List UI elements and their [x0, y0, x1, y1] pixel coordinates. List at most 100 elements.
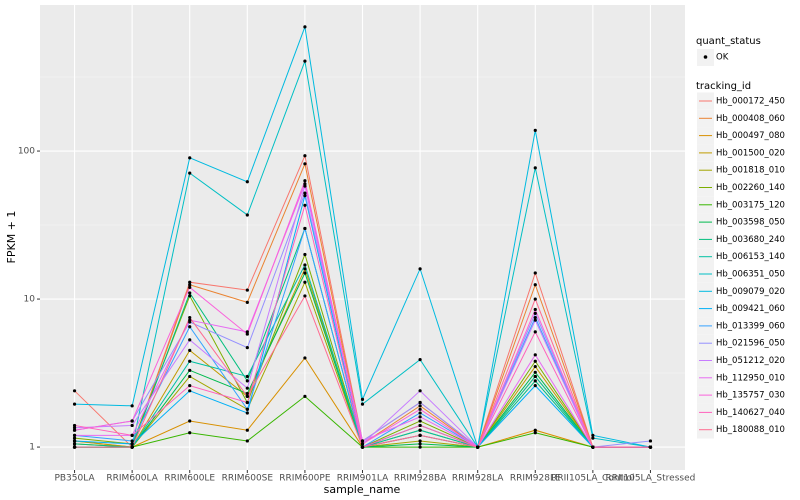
data-point [533, 370, 537, 374]
x-tick-label: RRIM600LA [106, 474, 158, 484]
data-point [533, 315, 537, 320]
data-point [188, 359, 192, 363]
data-point [188, 318, 192, 322]
data-point [533, 297, 537, 301]
data-point [360, 439, 365, 443]
data-point [72, 402, 77, 406]
data-point [418, 445, 422, 449]
data-point [303, 252, 307, 257]
data-point [245, 391, 249, 396]
data-point [245, 407, 249, 411]
data-point [303, 203, 307, 207]
legend-label: Hb_021596_050 [716, 339, 785, 349]
data-point [418, 357, 422, 362]
data-point [533, 307, 537, 312]
data-point [245, 386, 249, 390]
data-point [245, 400, 249, 405]
axes: 1 10 100 PB350LA RRIM600LA RRIM600LE RRIM600SE… [18, 147, 696, 484]
data-point [533, 128, 537, 132]
x-tick-label: RRIM600PE [279, 474, 331, 484]
y-tick-label: 1 [29, 443, 35, 453]
legend-label: Hb_002260_140 [716, 183, 785, 193]
legend: OK Hb_000172_450 Hb_000408_060 Hb_000497_08… [697, 49, 785, 439]
data-point [533, 384, 537, 388]
data-point [418, 428, 422, 432]
data-point [303, 162, 307, 166]
legend-label: Hb_000172_450 [716, 97, 785, 107]
data-point [360, 402, 365, 406]
data-point [188, 431, 192, 435]
data-point [418, 407, 422, 411]
data-point [245, 332, 249, 336]
data-point [72, 426, 77, 430]
data-point [591, 436, 595, 440]
x-tick-label: RRIM600LE [164, 474, 215, 484]
data-point [130, 442, 134, 446]
legend-label: Hb_051212_020 [716, 356, 785, 366]
data-point [188, 384, 192, 388]
x-tick-label: RRII105LA_Control [551, 474, 634, 484]
data-point [533, 379, 537, 383]
data-point [303, 263, 307, 267]
data-point [303, 394, 307, 398]
data-point [533, 283, 537, 287]
data-point [303, 179, 307, 183]
x-tick-label: RRIM928LE [510, 474, 561, 484]
data-point [72, 436, 77, 440]
data-point [303, 267, 307, 271]
x-tick-label: RRIM928LA [452, 474, 504, 484]
data-point [591, 445, 595, 449]
legend-label: OK [716, 53, 729, 63]
data-point [245, 439, 249, 443]
data-point [72, 428, 77, 432]
data-point [188, 348, 192, 352]
data-point [303, 182, 307, 186]
x-axis-title: sample_name [324, 483, 401, 496]
data-point [533, 318, 537, 322]
y-tick-label: 100 [18, 147, 35, 157]
data-point [418, 415, 422, 419]
data-point [648, 445, 653, 449]
x-tick-label: RRIM928BA [394, 474, 447, 484]
legend-label: Hb_135757_030 [716, 391, 785, 401]
points [72, 25, 653, 449]
data-point [303, 59, 307, 63]
data-point [533, 311, 537, 316]
legend-label: Hb_180088_010 [716, 425, 785, 435]
data-point [72, 439, 77, 443]
data-point [245, 288, 249, 292]
data-point [130, 404, 134, 408]
data-point [418, 439, 422, 443]
x-tick-label: RRIM600SE [222, 474, 274, 484]
legend-label: Hb_009421_060 [716, 304, 785, 314]
data-point [533, 374, 537, 379]
data-point [533, 166, 537, 170]
x-tick-label: RRIM901LA [337, 474, 389, 484]
data-point [188, 315, 192, 320]
data-point [648, 439, 653, 443]
data-point [533, 364, 537, 369]
data-point [72, 389, 77, 393]
data-point [303, 280, 307, 284]
x-tick-label: RRII105LA_Stressed [606, 474, 696, 484]
data-point [72, 433, 77, 437]
legend-label: Hb_003175_120 [716, 200, 785, 210]
legend-label: Hb_001500_020 [716, 148, 785, 158]
data-point [130, 439, 134, 443]
data-point [188, 171, 192, 175]
data-point [188, 280, 192, 284]
data-point [591, 433, 595, 437]
data-point [533, 359, 537, 363]
data-point [476, 445, 480, 449]
legend-title: tracking_id [696, 81, 751, 92]
data-point [533, 330, 537, 334]
data-point [533, 353, 537, 357]
legend-title: quant_status [696, 36, 761, 47]
data-point [418, 404, 422, 408]
data-point [245, 394, 249, 398]
data-point [188, 156, 192, 160]
data-point [188, 325, 192, 329]
legend-label: Hb_140627_040 [716, 408, 785, 418]
data-point [360, 445, 365, 449]
legend-label: Hb_003598_050 [716, 218, 785, 228]
